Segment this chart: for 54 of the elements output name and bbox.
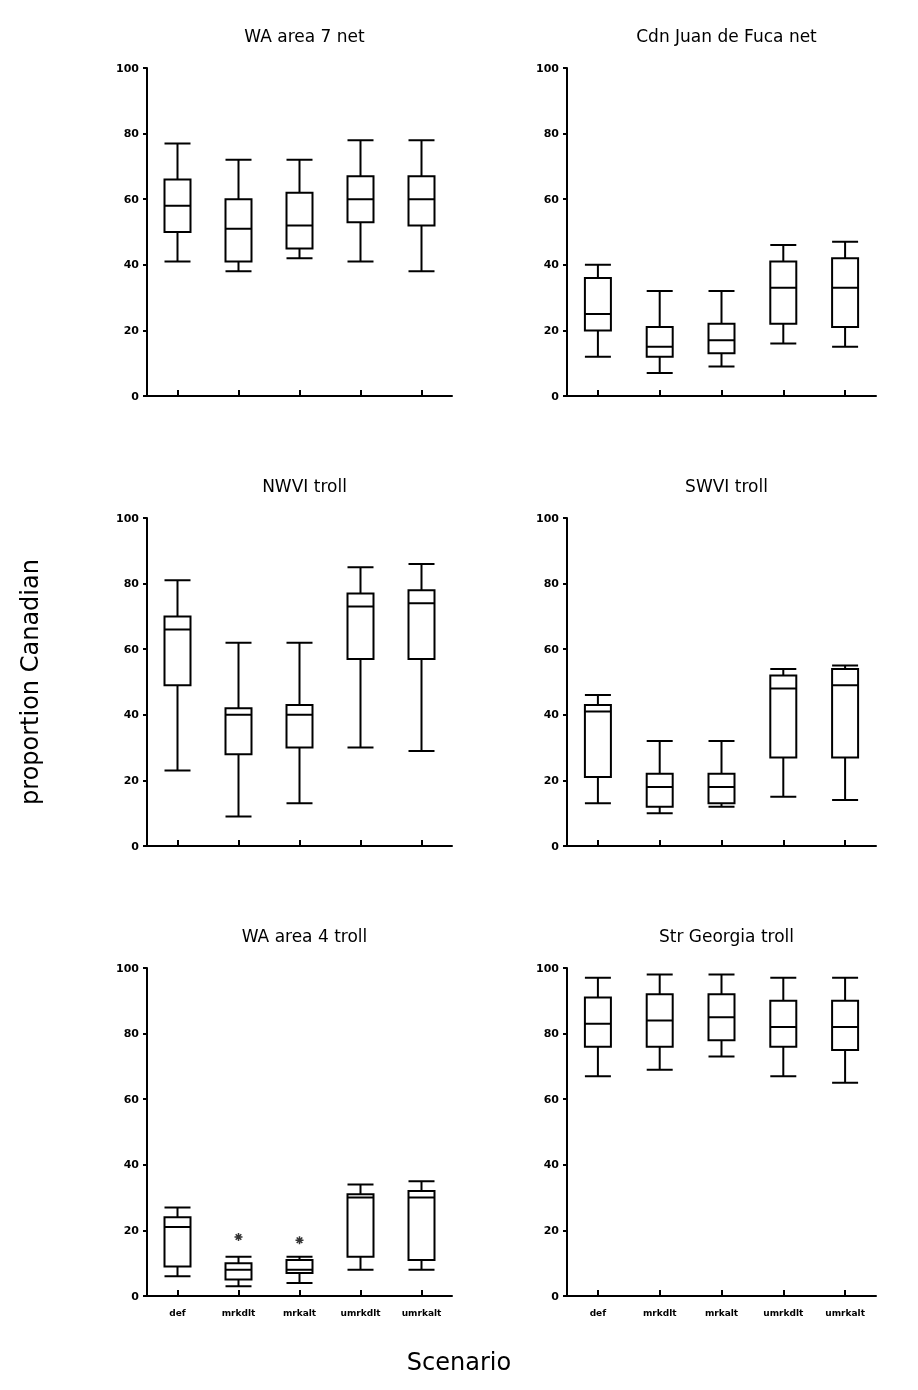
y-tick-label: 100 — [116, 961, 140, 975]
y-tick-label: 0 — [551, 1289, 560, 1303]
x-tick-label: mrkalt — [704, 1307, 739, 1318]
y-tick-label: 100 — [536, 961, 560, 975]
chart-title: Cdn Juan de Fuca net — [636, 25, 818, 46]
y-tick-label: 0 — [551, 389, 560, 403]
chart-title: WA area 4 troll — [241, 925, 368, 946]
y-tick-label: 0 — [551, 839, 560, 853]
x-axis-title: Scenario — [406, 1348, 512, 1376]
y-tick-label: 20 — [543, 1223, 560, 1237]
y-tick-label: 60 — [543, 642, 560, 656]
y-tick-label: 40 — [123, 708, 140, 722]
y-tick-label: 60 — [123, 1092, 140, 1106]
chart-title: SWVI troll — [685, 475, 768, 496]
y-tick-label: 0 — [131, 839, 140, 853]
y-tick-label: 0 — [131, 1289, 140, 1303]
y-tick-label: 100 — [536, 511, 560, 525]
chart-title: Str Georgia troll — [658, 925, 795, 946]
y-tick-label: 40 — [123, 258, 140, 272]
chart-title: WA area 7 net — [244, 25, 365, 46]
x-tick-label: umrkalt — [825, 1307, 866, 1318]
y-tick-label: 20 — [123, 323, 140, 337]
y-tick-label: 100 — [116, 61, 140, 75]
chart-title: NWVI troll — [262, 475, 347, 496]
y-tick-label: 80 — [123, 1027, 140, 1041]
y-tick-label: 40 — [123, 1158, 140, 1172]
y-tick-label: 60 — [123, 642, 140, 656]
y-tick-label: 40 — [543, 1158, 560, 1172]
x-tick-label: umrkalt — [401, 1307, 443, 1318]
y-tick-label: 20 — [123, 1223, 140, 1237]
y-tick-label: 100 — [116, 511, 140, 525]
y-tick-label: 40 — [543, 258, 560, 272]
y-tick-label: 80 — [543, 577, 560, 591]
y-tick-label: 20 — [543, 323, 560, 337]
x-tick-label: umrkdlt — [340, 1307, 382, 1318]
y-tick-label: 80 — [123, 127, 140, 141]
y-tick-label: 60 — [123, 192, 140, 206]
x-tick-label: mrkdlt — [642, 1307, 678, 1318]
x-tick-label: mrkalt — [282, 1307, 317, 1318]
x-tick-label: umrkdlt — [763, 1307, 805, 1318]
y-tick-label: 60 — [543, 192, 560, 206]
y-tick-label: 80 — [123, 577, 140, 591]
y-tick-label: 80 — [543, 127, 560, 141]
y-axis-title: proportion Canadian — [16, 559, 44, 805]
y-tick-label: 80 — [543, 1027, 560, 1041]
y-tick-label: 40 — [543, 708, 560, 722]
y-tick-label: 20 — [123, 773, 140, 787]
y-tick-label: 20 — [543, 773, 560, 787]
x-tick-label: mrkdlt — [221, 1307, 257, 1318]
x-tick-label: def — [589, 1307, 607, 1318]
y-tick-label: 100 — [536, 61, 560, 75]
x-tick-label: def — [169, 1307, 186, 1318]
y-tick-label: 60 — [543, 1092, 560, 1106]
y-tick-label: 0 — [131, 389, 140, 403]
